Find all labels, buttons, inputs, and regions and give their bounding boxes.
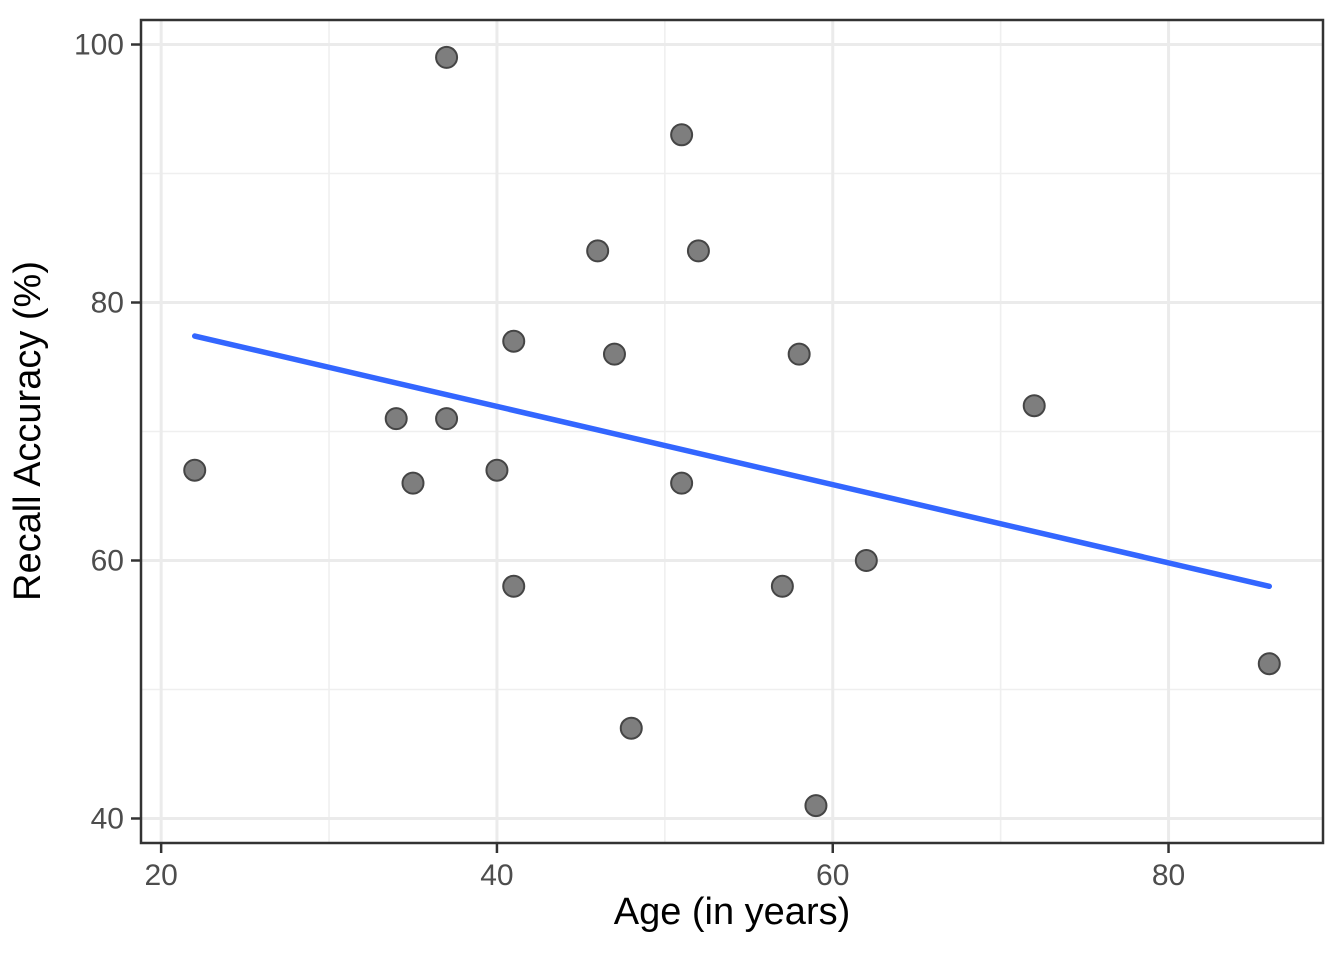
data-point xyxy=(1257,652,1281,676)
data-point xyxy=(804,794,828,818)
panel-border xyxy=(139,18,1325,845)
x-tick-label: 60 xyxy=(816,859,849,892)
panel-border-rect xyxy=(139,18,1325,845)
y-tick-label: 80 xyxy=(91,287,124,320)
data-point xyxy=(183,458,207,482)
data-point xyxy=(435,45,459,69)
data-point xyxy=(435,407,459,431)
data-point xyxy=(502,329,526,353)
x-tick-label: 40 xyxy=(480,859,513,892)
data-point xyxy=(401,471,425,495)
x-tick-label: 80 xyxy=(1152,859,1185,892)
data-point xyxy=(770,574,794,598)
data-point xyxy=(602,342,626,366)
data-point xyxy=(1022,394,1046,418)
data-point xyxy=(670,471,694,495)
x-tick-label: 20 xyxy=(144,859,177,892)
minor-gridlines xyxy=(141,20,1323,843)
data-point xyxy=(586,239,610,263)
y-axis-title: Recall Accuracy (%) xyxy=(7,261,49,601)
y-tick-label: 40 xyxy=(91,802,124,835)
data-point xyxy=(485,458,509,482)
data-point xyxy=(502,574,526,598)
x-axis-title: Age (in years) xyxy=(614,891,851,933)
data-point xyxy=(854,548,878,572)
axis-tick-labels: 20 40 60 80 40 60 80 100 xyxy=(74,29,1185,892)
data-point xyxy=(619,716,643,740)
y-tick-label: 100 xyxy=(74,29,124,62)
data-points xyxy=(183,45,1281,818)
major-gridlines xyxy=(141,20,1323,843)
trend-line xyxy=(191,333,1273,590)
data-point xyxy=(384,407,408,431)
data-point xyxy=(670,123,694,147)
axis-tick-marks xyxy=(131,43,1170,853)
data-point xyxy=(787,342,811,366)
regression-line xyxy=(191,333,1273,590)
y-tick-label: 60 xyxy=(91,544,124,577)
data-point xyxy=(686,239,710,263)
